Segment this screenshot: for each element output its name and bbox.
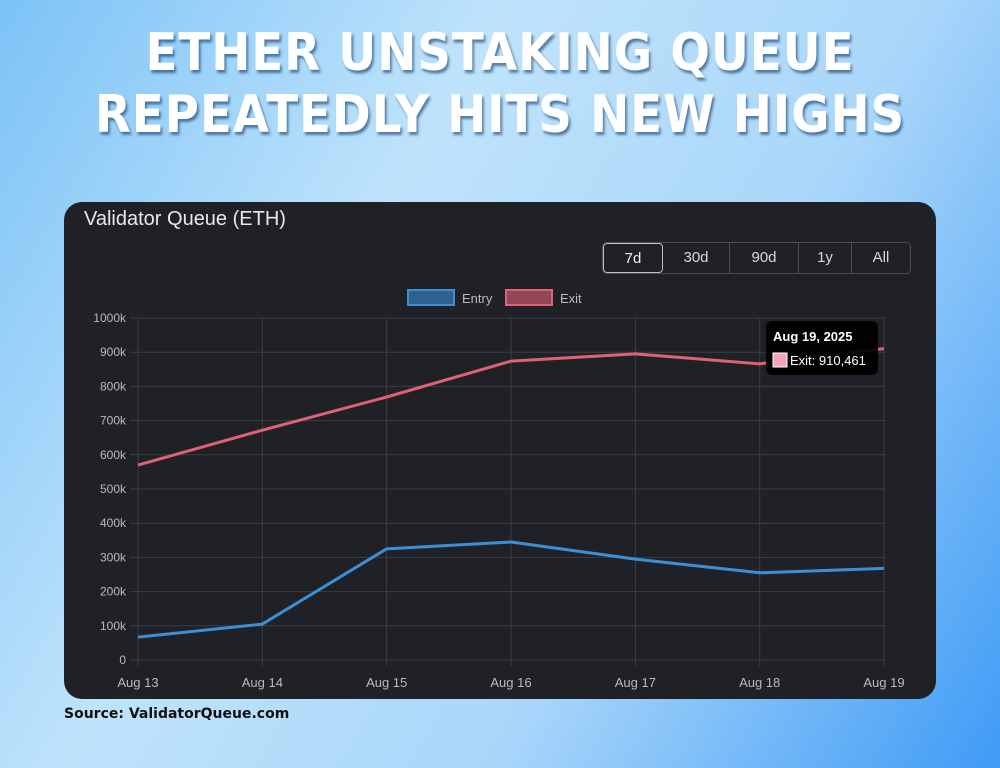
- range-button-30d[interactable]: 30d: [663, 243, 730, 273]
- tooltip-swatch: [772, 352, 788, 368]
- series-line-exit[interactable]: [137, 347, 885, 467]
- x-tick-label: Aug 14: [242, 675, 283, 690]
- headline-line-1: ETHER UNSTAKING QUEUE: [145, 23, 855, 83]
- range-selector: 7d 30d 90d 1y All: [602, 242, 911, 274]
- y-tick-label: 1000k: [93, 311, 127, 325]
- x-tick-label: Aug 16: [490, 675, 531, 690]
- x-tick-label: Aug 19: [863, 675, 904, 690]
- y-tick-label: 100k: [100, 619, 127, 633]
- range-button-1y[interactable]: 1y: [799, 243, 852, 273]
- tooltip-title: Aug 19, 2025: [773, 329, 853, 344]
- y-tick-label: 300k: [100, 550, 127, 564]
- line-chart: 0 100k 200k 300k 400k 500k 600k 700k 800k 900k 100…: [93, 289, 905, 690]
- y-tick-label: 700k: [100, 414, 127, 428]
- range-button-all[interactable]: All: [872, 249, 890, 266]
- headline: ETHER UNSTAKING QUEUE REPEATEDLY HITS NE…: [50, 22, 950, 146]
- y-tick-label: 900k: [100, 345, 127, 359]
- chart-tooltip: Aug 19, 2025 Exit: 910,461: [766, 321, 878, 375]
- x-tick-label: Aug 18: [739, 675, 780, 690]
- legend-label-entry[interactable]: Entry: [462, 291, 493, 306]
- x-tick-label: Aug 13: [117, 675, 158, 690]
- tooltip-label: Exit: 910,461: [790, 353, 866, 368]
- x-tick-label: Aug 17: [615, 675, 656, 690]
- y-tick-label: 600k: [100, 448, 127, 462]
- y-tick-label: 200k: [100, 585, 127, 599]
- y-tick-label: 400k: [100, 516, 127, 530]
- chart-card: Validator Queue (ETH) 7d 30d 90d 1y All 0 100…: [64, 202, 936, 699]
- y-tick-label: 0: [119, 653, 126, 667]
- chart-title: Validator Queue (ETH): [84, 208, 286, 230]
- legend-swatch-entry[interactable]: [407, 289, 455, 306]
- legend-label-exit[interactable]: Exit: [560, 291, 582, 306]
- headline-line-2: REPEATEDLY HITS NEW HIGHS: [94, 85, 906, 145]
- y-tick-label: 500k: [100, 482, 127, 496]
- legend-swatch-exit[interactable]: [505, 289, 553, 306]
- y-tick-label: 800k: [100, 379, 127, 393]
- source-caption: Source: ValidatorQueue.com: [64, 706, 290, 722]
- range-button-90d[interactable]: 90d: [730, 243, 799, 273]
- series-line-entry[interactable]: [137, 540, 885, 639]
- x-tick-label: Aug 15: [366, 675, 407, 690]
- range-button-7d[interactable]: 7d: [603, 243, 663, 273]
